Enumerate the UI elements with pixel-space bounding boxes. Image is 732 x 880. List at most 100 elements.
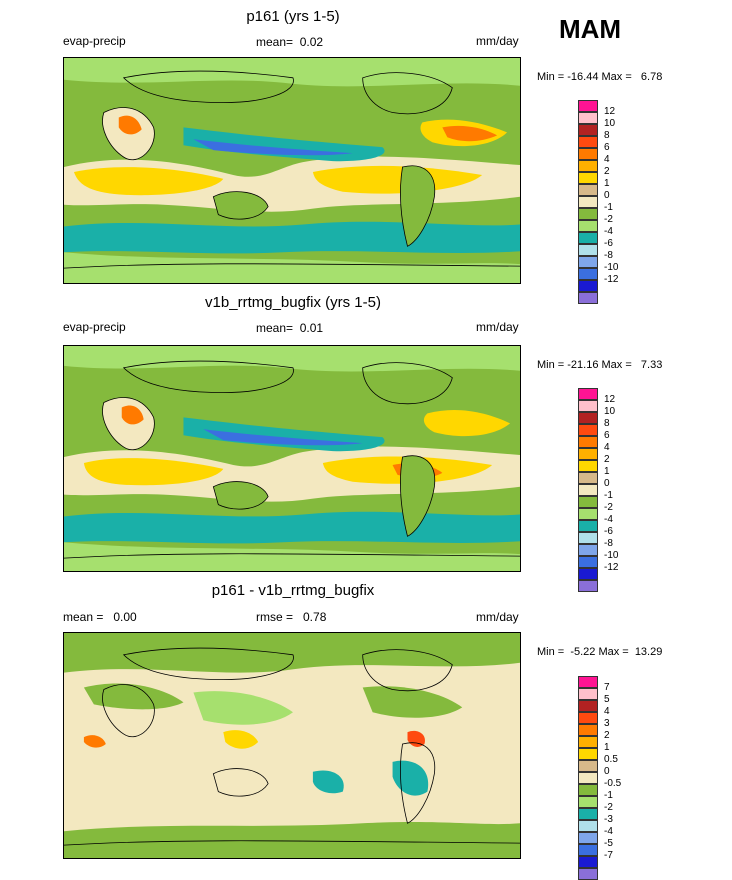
colorbar-level-label: 4 xyxy=(604,442,610,453)
colorbar-swatch xyxy=(578,112,598,124)
panel-1-map xyxy=(63,57,521,284)
colorbar-level-label: 0 xyxy=(604,478,610,489)
panel-1-mean-label: mean= 0.02 xyxy=(256,35,324,49)
panel-2-map-plot xyxy=(64,346,520,571)
colorbar-swatch xyxy=(578,244,598,256)
colorbar-swatch xyxy=(578,472,598,484)
colorbar-swatch xyxy=(578,256,598,268)
colorbar-swatch xyxy=(578,688,598,700)
panel-1-map-plot xyxy=(64,58,520,283)
colorbar-swatch xyxy=(578,424,598,436)
colorbar-swatch xyxy=(578,448,598,460)
colorbar-swatch xyxy=(578,796,598,808)
colorbar-level-label: 2 xyxy=(604,166,610,177)
colorbar-level-label: -7 xyxy=(604,850,613,861)
colorbar-swatch xyxy=(578,496,598,508)
colorbar-swatch xyxy=(578,172,598,184)
colorbar-swatch xyxy=(578,232,598,244)
colorbar-level-label: -6 xyxy=(604,526,613,537)
panel-1-variable-label: evap-precip xyxy=(63,34,126,48)
colorbar-swatch xyxy=(578,412,598,424)
colorbar-swatch xyxy=(578,748,598,760)
colorbar-level-label: 7 xyxy=(604,682,610,693)
colorbar-swatch xyxy=(578,736,598,748)
colorbar-level-label: 0.5 xyxy=(604,754,618,765)
panel-3-rmse-label: rmse = 0.78 xyxy=(256,610,327,624)
colorbar-level-label: -8 xyxy=(604,538,613,549)
colorbar-level-label: -1 xyxy=(604,202,613,213)
colorbar-level-label: 1 xyxy=(604,466,610,477)
colorbar-level-label: -10 xyxy=(604,550,619,561)
panel-3-units-label: mm/day xyxy=(476,610,519,624)
season-title: MAM xyxy=(559,14,622,44)
colorbar-swatch xyxy=(578,580,598,592)
colorbar-swatch xyxy=(578,568,598,580)
colorbar-swatch xyxy=(578,436,598,448)
colorbar-level-label: 4 xyxy=(604,706,610,717)
colorbar-swatch xyxy=(578,856,598,868)
colorbar-swatch xyxy=(578,844,598,856)
colorbar-level-label: 1 xyxy=(604,742,610,753)
colorbar-swatch xyxy=(578,484,598,496)
colorbar-level-label: 8 xyxy=(604,130,610,141)
colorbar-swatch xyxy=(578,556,598,568)
colorbar-level-label: -4 xyxy=(604,514,613,525)
colorbar-level-label: 6 xyxy=(604,430,610,441)
colorbar-swatch xyxy=(578,700,598,712)
colorbar-level-label: -2 xyxy=(604,502,613,513)
panel-3-minmax: Min = -5.22 Max = 13.29 xyxy=(537,646,663,658)
colorbar-swatch xyxy=(578,100,598,112)
panel-1-minmax: Min = -16.44 Max = 6.78 xyxy=(537,71,663,83)
panel-2-minmax: Min = -21.16 Max = 7.33 xyxy=(537,359,663,371)
colorbar-level-label: -1 xyxy=(604,490,613,501)
colorbar-swatch xyxy=(578,196,598,208)
colorbar-swatch xyxy=(578,676,598,688)
colorbar-level-label: -0.5 xyxy=(604,778,622,789)
panel-3-colorbar: 7 5 4 3 2 1 0.5 0 -0.5 -1 -2 -3 -4 -5 -7 xyxy=(578,676,621,880)
colorbar-level-label: -1 xyxy=(604,790,613,801)
colorbar-level-label: 5 xyxy=(604,694,610,705)
colorbar-swatch xyxy=(578,388,598,400)
colorbar-level-label: -12 xyxy=(604,274,619,285)
colorbar-swatch xyxy=(578,280,598,292)
colorbar-level-label: -10 xyxy=(604,262,619,273)
colorbar-swatch xyxy=(578,184,598,196)
colorbar-swatch xyxy=(578,292,598,304)
colorbar-swatch xyxy=(578,400,598,412)
colorbar-level-label: 12 xyxy=(604,394,616,405)
panel-2-colorbar: 12 10 8 6 4 2 1 0 -1 -2 -4 -6 -8 -10 -12 xyxy=(578,388,618,592)
colorbar-swatch xyxy=(578,460,598,472)
colorbar-swatch xyxy=(578,544,598,556)
colorbar-level-label: 10 xyxy=(604,118,616,129)
colorbar-level-label: 0 xyxy=(604,766,610,777)
colorbar-swatch xyxy=(578,868,598,880)
colorbar-level-label: 10 xyxy=(604,406,616,417)
colorbar-level-label: -4 xyxy=(604,226,613,237)
colorbar-level-label: 2 xyxy=(604,454,610,465)
colorbar-swatch xyxy=(578,724,598,736)
colorbar-swatch xyxy=(578,808,598,820)
panel-1-units-label: mm/day xyxy=(476,34,519,48)
colorbar-level-label: -2 xyxy=(604,802,613,813)
colorbar-swatch xyxy=(578,268,598,280)
panel-1-colorbar: 12 10 8 6 4 2 1 0 -1 -2 -4 -6 -8 -10 -12 xyxy=(578,100,618,304)
colorbar-swatch xyxy=(578,124,598,136)
panel-2-mean-label: mean= 0.01 xyxy=(256,321,324,335)
colorbar-swatch xyxy=(578,148,598,160)
panel-2-title: v1b_rrtmg_bugfix (yrs 1-5) xyxy=(205,294,381,311)
panel-3-mean-label: mean = 0.00 xyxy=(63,610,137,624)
colorbar-swatch xyxy=(578,160,598,172)
colorbar-swatch xyxy=(578,784,598,796)
colorbar-level-label: 12 xyxy=(604,106,616,117)
panel-3-map-plot xyxy=(64,633,520,858)
colorbar-level-label: 3 xyxy=(604,718,610,729)
colorbar-swatch xyxy=(578,832,598,844)
colorbar-swatch xyxy=(578,712,598,724)
panel-3-map xyxy=(63,632,521,859)
colorbar-level-label: -12 xyxy=(604,562,619,573)
colorbar-swatch xyxy=(578,508,598,520)
colorbar-swatch xyxy=(578,772,598,784)
colorbar-level-label: 0 xyxy=(604,190,610,201)
colorbar-level-label: 2 xyxy=(604,730,610,741)
colorbar-level-label: 6 xyxy=(604,142,610,153)
